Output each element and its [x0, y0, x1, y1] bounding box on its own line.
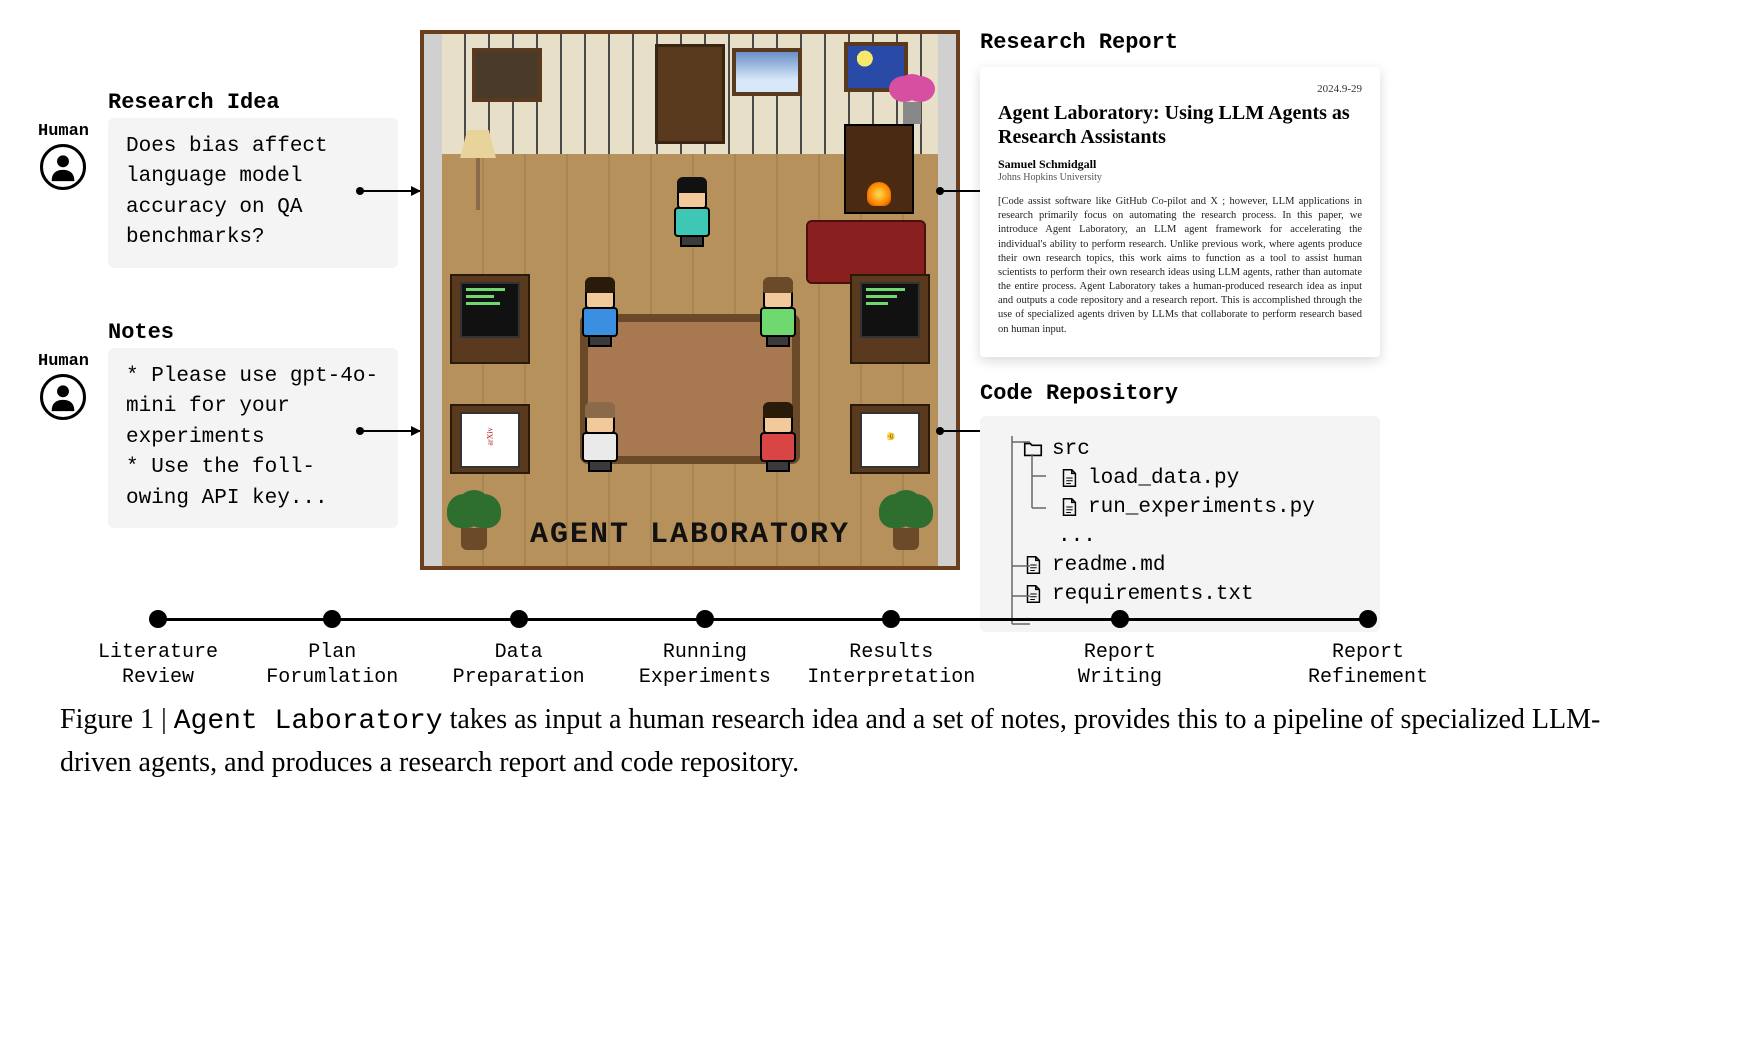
research-idea-block: Human Research Idea Does bias affect lan…: [40, 90, 400, 290]
tree-file: readme.md: [1022, 554, 1362, 577]
arrow-idea-to-lab: [360, 190, 420, 192]
agent-sprite-icon: [754, 279, 802, 347]
timeline-label: Results Interpretation: [807, 640, 975, 690]
tree-folder: src: [1022, 438, 1362, 461]
repo-section-title: Code Repository: [980, 381, 1380, 406]
tree-ellipsis: ...: [1058, 525, 1362, 548]
tree-file-name: requirements.txt: [1052, 583, 1254, 606]
lamp-icon: [460, 130, 496, 210]
agent-sprite-icon: [754, 404, 802, 472]
right-column: Research Report 2024.9-29 Agent Laborato…: [980, 30, 1380, 632]
research-report-preview: 2024.9-29 Agent Laboratory: Using LLM Ag…: [980, 67, 1380, 357]
left-column: Human Research Idea Does bias affect lan…: [40, 90, 400, 550]
tree-nested-files: load_data.py run_experiments.py: [998, 467, 1362, 519]
painting-icon: [732, 48, 802, 96]
timeline-label: Plan Forumlation: [266, 640, 398, 690]
timeline-node: [149, 610, 167, 628]
fireplace-icon: [844, 124, 914, 214]
timeline-node: [1111, 610, 1129, 628]
report-section-title: Research Report: [980, 30, 1380, 55]
agent-sprite-icon: [576, 279, 624, 347]
timeline-node: [323, 610, 341, 628]
notes-title: Notes: [108, 320, 174, 345]
tree-file-name: readme.md: [1052, 554, 1165, 577]
tree-file: run_experiments.py: [1058, 496, 1362, 519]
file-icon: [1022, 554, 1044, 576]
human-avatar-icon: [40, 374, 86, 420]
research-idea-text: Does bias affect language model accuracy…: [108, 118, 398, 268]
tree-file: load_data.py: [1058, 467, 1362, 490]
tree-connector-lines: [1006, 436, 1046, 636]
timeline-label: Report Refinement: [1308, 640, 1428, 690]
tree-file: requirements.txt: [1022, 583, 1362, 606]
timeline-label: Literature Review: [98, 640, 218, 690]
tree-folder-name: src: [1052, 438, 1090, 461]
agent-sprite-icon: [576, 404, 624, 472]
figure-area: Human Research Idea Does bias affect lan…: [40, 30, 1700, 690]
human-label: Human: [38, 352, 89, 371]
desk-icon: 🤗: [850, 404, 930, 474]
flowers-icon: [892, 74, 932, 124]
notes-text: * Please use gpt-4o-mini for your experi…: [108, 348, 398, 528]
timeline-label: Data Preparation: [453, 640, 585, 690]
desk-icon: arXiv: [450, 404, 530, 474]
human-label: Human: [38, 122, 89, 141]
painting-icon: [472, 48, 542, 102]
door-icon: [655, 44, 725, 144]
arrow-notes-to-lab: [360, 430, 420, 432]
report-date: 2024.9-29: [998, 83, 1362, 95]
code-repository-tree: src load_data.py run_experiments.py ... r…: [980, 416, 1380, 632]
tree-file-name: load_data.py: [1088, 467, 1239, 490]
timeline-node: [696, 610, 714, 628]
art-border-right: [938, 34, 956, 566]
agent-sprite-icon: [668, 179, 716, 247]
timeline-label: Report Writing: [1078, 640, 1162, 690]
desk-icon: [850, 274, 930, 364]
research-idea-title: Research Idea: [108, 90, 280, 115]
report-abstract: [Code assist software like GitHub Co-pil…: [998, 195, 1362, 337]
caption-prefix: Figure 1 |: [60, 704, 174, 735]
timeline-node: [510, 610, 528, 628]
desk-icon: [450, 274, 530, 364]
file-icon: [1022, 583, 1044, 605]
tree-file-name: run_experiments.py: [1088, 496, 1315, 519]
report-affiliation: Johns Hopkins University: [998, 172, 1362, 183]
timeline-node: [882, 610, 900, 628]
agent-lab-illustration: arXiv 🤗 AGENT LABORATORY: [420, 30, 960, 570]
report-author: Samuel Schmidgall: [998, 157, 1362, 172]
timeline-node: [1359, 610, 1377, 628]
report-title: Agent Laboratory: Using LLM Agents as Re…: [998, 101, 1362, 149]
human-avatar-icon: [40, 144, 86, 190]
figure-caption: Figure 1 | Agent Laboratory takes as inp…: [60, 700, 1660, 783]
timeline-label: Running Experiments: [639, 640, 771, 690]
file-icon: [1058, 496, 1080, 518]
lab-title: AGENT LABORATORY: [424, 518, 956, 552]
notes-block: Human Notes * Please use gpt-4o-mini for…: [40, 320, 400, 550]
caption-mono: Agent Laboratory: [174, 706, 443, 737]
art-border-left: [424, 34, 442, 566]
tree-root-files: readme.md requirements.txt: [998, 554, 1362, 606]
file-icon: [1058, 467, 1080, 489]
folder-icon: [1022, 438, 1044, 460]
